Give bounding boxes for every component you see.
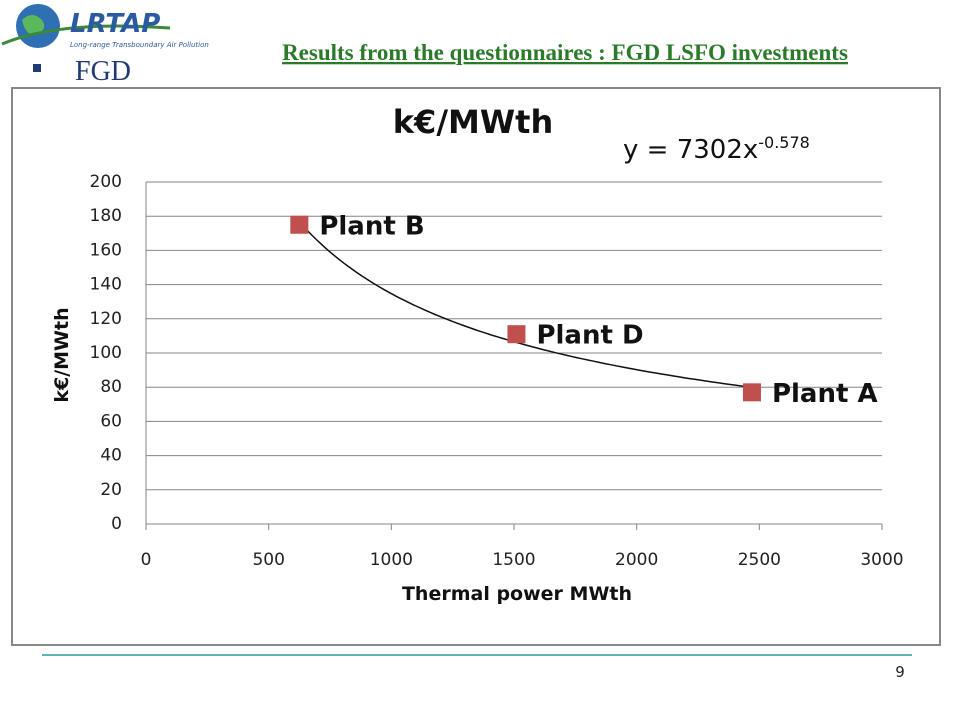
equation-text: y = 7302x [623,135,758,165]
y-tick-label: 20 [100,480,122,500]
chart-title: k€/MWth [393,103,553,141]
point-label: Plant D [536,321,643,351]
x-tick-label: 2500 [738,550,781,570]
y-tick-label: 100 [90,343,122,363]
data-point [507,325,526,344]
equation-exponent: -0.578 [758,133,810,152]
data-point [290,215,309,234]
chart: k€/MWth y = 7302x-0.578 Thermal power MW… [51,103,904,605]
y-tick-label: 80 [100,377,122,397]
x-tick-label: 3000 [860,550,903,570]
y-axis-label: k€/MWth [51,307,73,402]
y-tick-label: 120 [90,309,122,329]
y-tick-label: 180 [90,206,122,226]
logo-land [22,15,45,35]
point-label: Plant B [319,211,424,241]
slide-title: Results from the questionnaires : FGD LS… [282,40,848,65]
y-tick-label: 0 [111,514,122,534]
trend-equation: y = 7302x-0.578 [623,133,810,165]
x-tick-label: 500 [252,550,284,570]
y-tick-label: 40 [100,446,122,466]
x-tick-label: 2000 [615,550,658,570]
chart-frame [11,87,941,646]
point-label: Plant A [772,379,878,409]
trendline [298,221,753,389]
y-tick-label: 200 [90,172,122,192]
logo-subtext: Long-range Transboundary Air Pollution [70,41,209,49]
x-tick-label: 0 [141,550,152,570]
page-number: 9 [895,663,905,681]
x-axis-label: Thermal power MWth [402,583,632,605]
x-tick-label: 1500 [492,550,535,570]
logo-text: LRTAP [70,9,160,39]
x-tick-label: 1000 [370,550,413,570]
y-tick-label: 60 [100,411,122,431]
bullet-marker [33,64,41,72]
logo: LRTAP Long-range Transboundary Air Pollu… [1,4,209,49]
y-tick-label: 160 [90,240,122,260]
data-point [742,383,761,402]
logo-swoosh [1,24,171,46]
y-tick-label: 140 [90,275,122,295]
bullet-text: FGD [75,56,131,87]
